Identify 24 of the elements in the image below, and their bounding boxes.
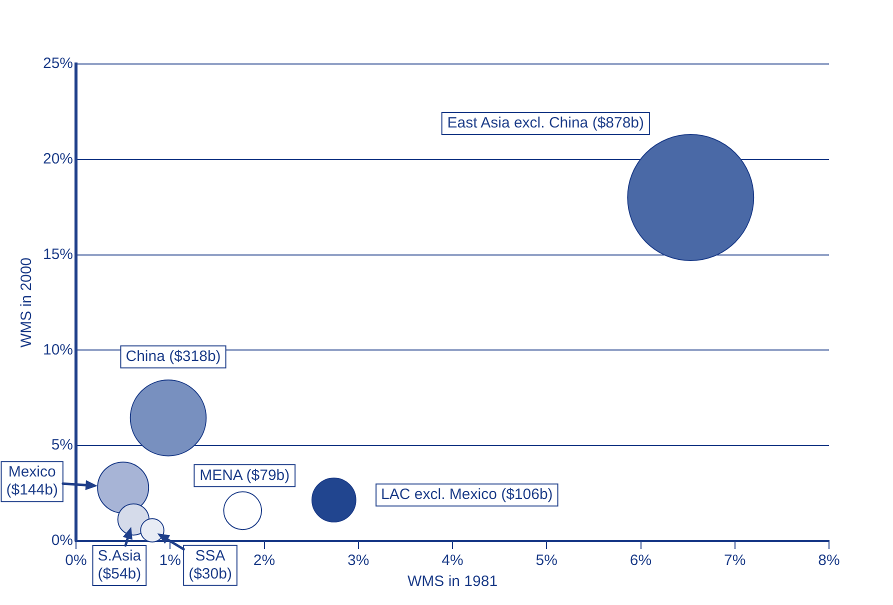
y-tick-label: 5% [51, 436, 74, 454]
text: Mexico ($144b) [6, 464, 58, 499]
text: S.Asia ($54b) [98, 548, 142, 583]
text: SSA ($30b) [188, 547, 232, 582]
annotation: MENA ($79b) [200, 466, 290, 484]
x-tick-label: 6% [630, 552, 652, 570]
x-tick-label: 4% [442, 552, 464, 570]
x-tick-label: 7% [724, 552, 746, 570]
annotation: LAC excl. Mexico ($106b) [381, 486, 553, 504]
x-tick-label: 1% [159, 552, 181, 570]
x-tick-label: 3% [348, 552, 370, 570]
x-tick-label: 8% [818, 552, 840, 570]
x-axis-title: WMS in 1981 [407, 573, 498, 590]
annotation: East Asia excl. China ($878b) [447, 114, 644, 132]
y-tick-label: 20% [42, 150, 74, 168]
y-tick-label: 10% [42, 341, 74, 358]
x-tick-label: 0% [65, 552, 87, 570]
x-tick-label: 2% [253, 552, 276, 570]
y-tick-label: 25% [42, 55, 74, 72]
x-tick-label: 5% [536, 552, 558, 570]
annotation: China ($318b) [126, 348, 221, 366]
y-tick-label: 15% [42, 246, 74, 263]
y-tick-label: 0% [51, 532, 74, 550]
y-axis-title: WMS in 2000 [18, 257, 36, 348]
